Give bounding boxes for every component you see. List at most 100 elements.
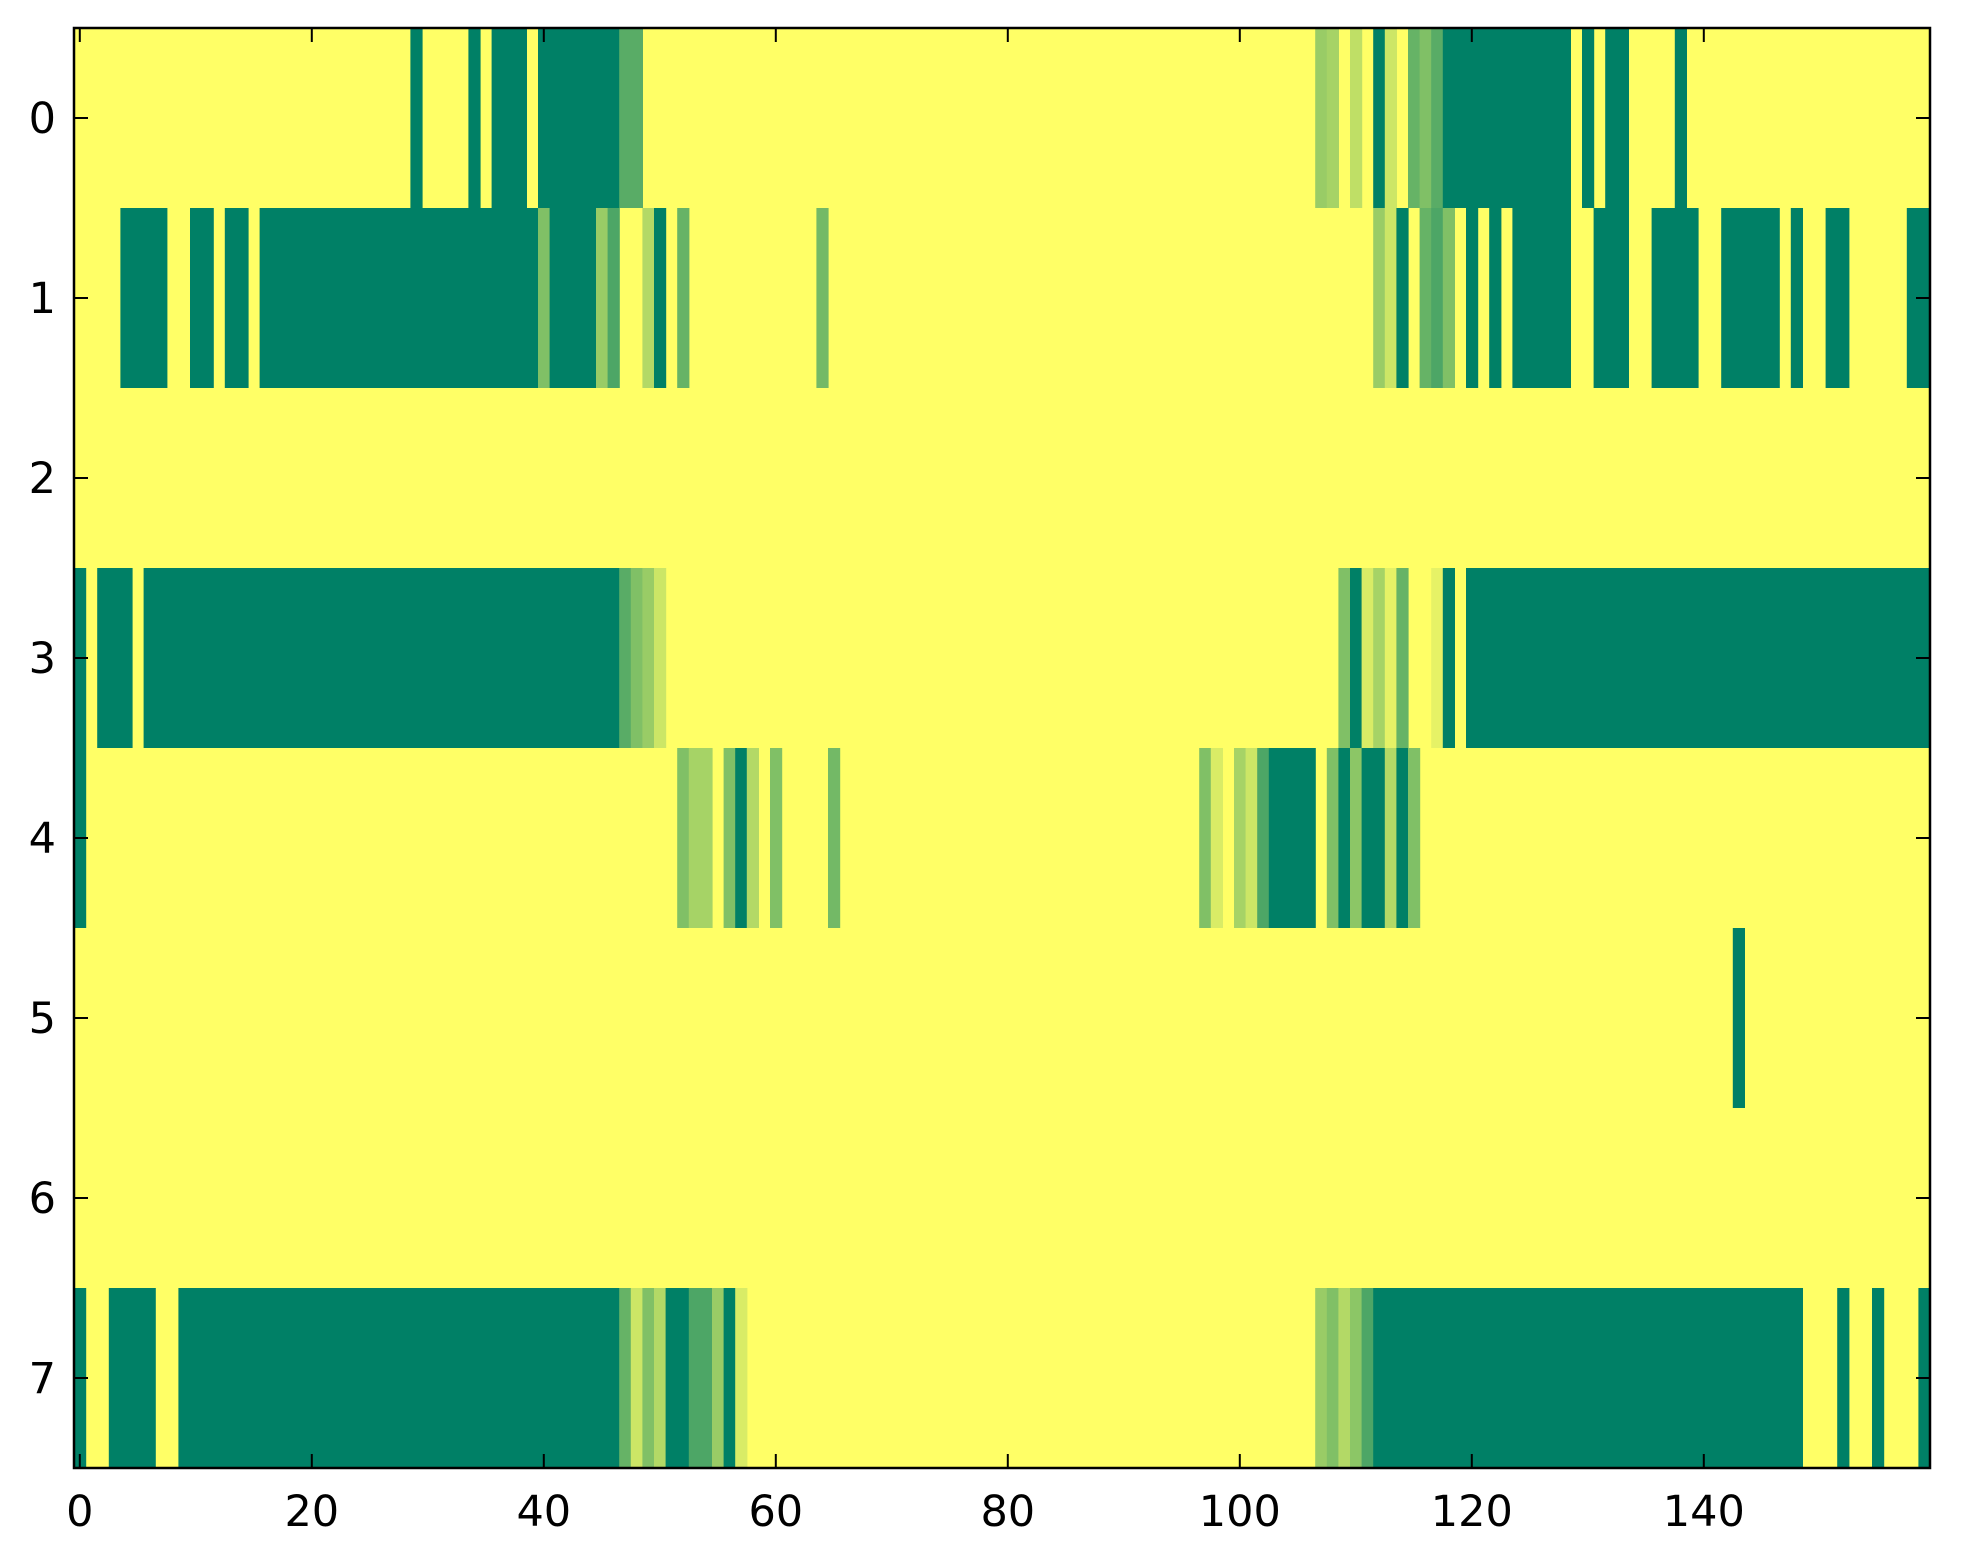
heatmap-cell <box>723 1288 736 1468</box>
heatmap-cell <box>143 568 620 748</box>
heatmap-cell <box>1466 208 1479 388</box>
heatmap-cell <box>1350 568 1363 748</box>
heatmap-cell <box>1674 28 1687 208</box>
heatmap-cell <box>190 208 214 388</box>
heatmap-cell <box>619 28 643 208</box>
heatmap-cell <box>1361 1288 1374 1468</box>
x-tick-label: 100 <box>1199 1487 1281 1537</box>
heatmap-cell <box>1373 1288 1803 1468</box>
heatmap-cell <box>178 1288 620 1468</box>
heatmap-cell <box>1872 1288 1885 1468</box>
heatmap-cell <box>259 208 539 388</box>
heatmap-cell <box>1431 568 1444 748</box>
heatmap-cell <box>538 28 620 208</box>
y-axis-tick-labels: 0 1 2 3 4 5 6 7 <box>29 94 56 1404</box>
axis-ticks <box>74 28 1930 1468</box>
heatmap-cell <box>1315 28 1328 208</box>
x-tick-label: 20 <box>284 1487 339 1537</box>
heatmap-cell <box>1431 28 1444 208</box>
heatmap-cell <box>1408 748 1421 928</box>
heatmap-cell <box>1408 28 1421 208</box>
x-tick-label: 80 <box>980 1487 1035 1537</box>
axes-frame <box>72 26 1932 1470</box>
heatmap-cell <box>1338 748 1351 928</box>
heatmap-cell <box>1326 28 1339 208</box>
heatmap-cell <box>1466 568 1931 748</box>
heatmap-cell <box>1605 28 1629 208</box>
heatmap-cell <box>1384 28 1397 208</box>
heatmap-cell <box>712 1288 725 1468</box>
x-axis-tick-labels: 0 20 40 60 80 100 120 140 <box>66 1487 1745 1537</box>
heatmap-cell <box>1732 928 1745 1108</box>
heatmap-cell <box>1593 208 1629 388</box>
heatmap-cell <box>224 208 249 388</box>
heatmap-cell <box>468 28 481 208</box>
y-tick-label: 6 <box>29 1174 56 1224</box>
heatmap-cell <box>1326 748 1339 928</box>
heatmap-cell <box>1489 208 1502 388</box>
heatmap-cell <box>1442 208 1455 388</box>
heatmap-cell <box>1384 748 1397 928</box>
heatmap-cell <box>1825 208 1850 388</box>
heatmap-cell <box>1651 208 1699 388</box>
heatmap-cell <box>1419 208 1432 388</box>
heatmap-cell <box>619 1288 632 1468</box>
heatmap-cell <box>630 568 643 748</box>
heatmap-cell <box>1582 28 1595 208</box>
heatmap-cell <box>1396 208 1409 388</box>
heatmap-cell <box>1431 208 1444 388</box>
x-tick-label: 120 <box>1431 1487 1513 1537</box>
heatmap-cell <box>1790 208 1803 388</box>
heatmap-cell <box>1512 208 1571 388</box>
heatmap-cell <box>770 748 783 928</box>
heatmap-cell <box>654 1288 667 1468</box>
heatmap-cell <box>1837 1288 1850 1468</box>
y-tick-label: 2 <box>29 454 56 504</box>
heatmap-cell <box>97 568 133 748</box>
heatmap-cell <box>120 208 168 388</box>
heatmap-cell <box>1338 1288 1351 1468</box>
x-tick-label: 0 <box>66 1487 93 1537</box>
heatmap-cell <box>619 568 632 748</box>
x-tick-label: 40 <box>516 1487 571 1537</box>
heatmap-cell <box>538 208 551 388</box>
heatmap-cell <box>1373 208 1386 388</box>
heatmap-cell <box>1257 748 1270 928</box>
heatmap-cell <box>746 748 759 928</box>
heatmap-cell <box>108 1288 156 1468</box>
heatmap-cell <box>1350 1288 1363 1468</box>
heatmap-cell <box>654 208 667 388</box>
heatmap-cell <box>549 208 597 388</box>
y-tick-label: 1 <box>29 274 56 324</box>
heatmap-cell <box>688 748 713 928</box>
heatmap-cell <box>1234 748 1247 928</box>
heatmap-cell <box>1350 28 1363 208</box>
x-tick-label: 60 <box>748 1487 803 1537</box>
heatmap-cell <box>1373 568 1386 748</box>
y-tick-label: 0 <box>29 94 56 144</box>
heatmap-cell <box>1245 748 1258 928</box>
heatmap-cell <box>410 28 423 208</box>
heatmap-cell <box>642 568 655 748</box>
heatmap-cell <box>1373 28 1386 208</box>
heatmap-cell <box>735 1288 748 1468</box>
heatmap-cell <box>1338 568 1351 748</box>
heatmap-cell <box>642 208 655 388</box>
heatmap-cell <box>677 748 690 928</box>
heatmap-cell <box>1721 208 1780 388</box>
heatmap-cell <box>596 208 609 388</box>
heatmap-cell <box>677 208 690 388</box>
heatmap-cell <box>688 1288 713 1468</box>
y-tick-label: 4 <box>29 814 56 864</box>
heatmap-cell <box>1268 748 1316 928</box>
heatmap-cell <box>654 568 667 748</box>
heatmap-cell <box>1210 748 1223 928</box>
heatmap-cell <box>828 748 841 928</box>
heatmap-cell <box>607 208 620 388</box>
heatmap-cell <box>1419 28 1432 208</box>
heatmap-cell <box>1442 568 1455 748</box>
heatmap-cell <box>1315 1288 1328 1468</box>
x-tick-label: 140 <box>1663 1487 1745 1537</box>
heatmap-cell <box>723 748 736 928</box>
